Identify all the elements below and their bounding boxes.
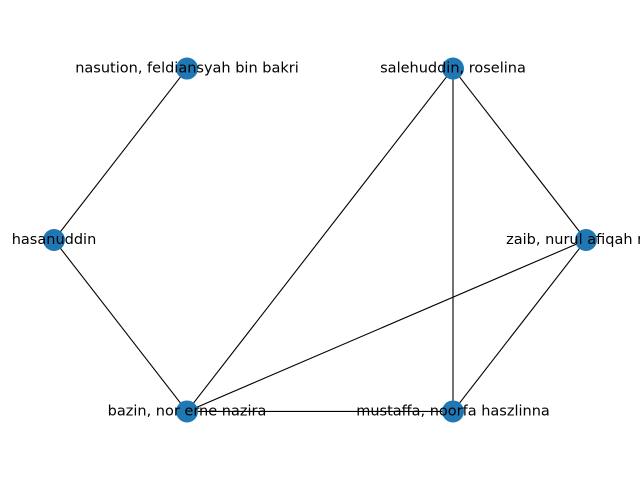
edge-n6-n5	[452, 68, 587, 241]
node-label-n4: mustaffa, noorfa haszlinna	[356, 403, 550, 419]
edge-n1-n2	[53, 68, 188, 241]
edge-n6-n3	[186, 68, 454, 412]
labels-layer: nasution, feldiansyah bin bakri hasanuddi…	[12, 61, 640, 420]
graph-node-n4	[442, 400, 464, 423]
graph-node-n5	[575, 229, 597, 251]
edge-n3-n5	[186, 239, 587, 412]
graph-node-n2	[43, 229, 65, 251]
graph-node-n6	[442, 57, 464, 80]
node-label-n3: bazin, nor erne nazira	[108, 403, 267, 419]
node-label-n6: salehuddin, roselina	[380, 61, 526, 77]
nodes-layer	[43, 57, 597, 423]
edges-layer	[53, 68, 587, 413]
node-label-n5: zaib, nurul afiqah mat	[506, 232, 640, 248]
edge-n2-n3	[53, 239, 188, 412]
graph-node-n1	[176, 57, 198, 80]
node-label-n2: hasanuddin	[12, 232, 97, 248]
node-label-n1: nasution, feldiansyah bin bakri	[75, 61, 299, 77]
graph-node-n3	[176, 400, 198, 423]
edge-n5-n4	[452, 239, 587, 412]
